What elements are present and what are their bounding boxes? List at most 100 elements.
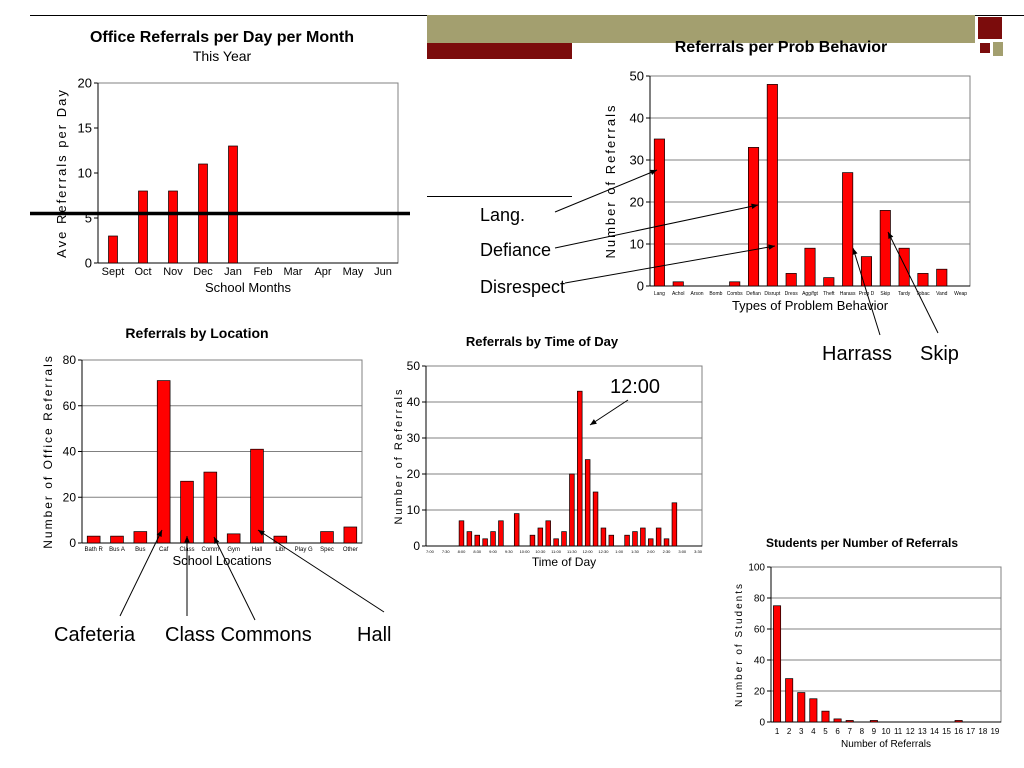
c2-bar (842, 172, 854, 287)
c4-title: Referrals by Time of Day (466, 334, 619, 349)
c4-xtick-label: 12:30 (598, 549, 609, 554)
c1-xtick-label: Nov (163, 266, 183, 278)
c4-bar (490, 531, 496, 547)
c4-bar (553, 538, 559, 547)
c5-ytick-label: 0 (759, 718, 765, 729)
c5-bar (821, 710, 830, 723)
c5-ytick-label: 60 (754, 625, 766, 636)
c1-bar (108, 235, 118, 264)
c2-xtick-label: Combs (727, 291, 743, 297)
c4-bar (513, 513, 520, 547)
c5-bar (954, 720, 963, 723)
c2-bar (766, 84, 778, 287)
c4-bar (624, 534, 630, 547)
c4-bar (529, 534, 536, 547)
arrow-defiance-head (751, 203, 758, 210)
c5-plot-frame (770, 566, 1002, 723)
c1-bar (138, 190, 148, 264)
c3-xtick-label: Caf (159, 547, 169, 553)
c3-xtick-label: Hall (252, 547, 262, 553)
c4-plot-frame (425, 365, 703, 547)
c4-bar (537, 527, 544, 547)
c2-xtick-label: Dress (785, 291, 799, 297)
c2-xtick-label: Disrupt (764, 291, 780, 297)
c3-bar (203, 471, 218, 544)
arrow-disrespect-head (768, 244, 775, 250)
c3-bar (250, 448, 264, 544)
c4-bar (655, 527, 662, 547)
c2-bar (860, 256, 872, 287)
c2-xtick-label: Arson (691, 291, 704, 297)
c3-xtick-label: Other (343, 547, 358, 553)
arrow-skip-head (888, 232, 894, 239)
c2-ytick-label: 10 (630, 237, 644, 252)
c5-ytick-label: 100 (748, 563, 765, 574)
c1-xtick-label: Oct (134, 266, 151, 278)
arrow-harrass (852, 247, 881, 336)
c4-bar (498, 520, 504, 547)
c4-xtick-label: 8:00 (458, 549, 467, 554)
c3-xtick-label: Play G (295, 547, 313, 553)
c4-bar (640, 527, 646, 547)
c5-xtick-label: 1 (775, 727, 780, 736)
olive-band (427, 15, 975, 43)
c5-xtick-label: 11 (894, 727, 903, 736)
c5-xtick-label: 3 (799, 727, 804, 736)
arrow-disrespect (564, 245, 776, 284)
c4-bar (584, 459, 591, 547)
c3-xtick-label: Spec (320, 547, 334, 553)
arrow-defiance (554, 204, 759, 249)
c1-xtick-label: Mar (284, 266, 303, 278)
c4-bar (561, 531, 567, 547)
c5-bar (797, 692, 806, 723)
c2-ytick-label: 20 (630, 195, 644, 210)
c2-ylabel: Number of Referrals (603, 103, 618, 258)
c2-ytick-label: 30 (630, 153, 644, 168)
arrow-cafeteria-head (156, 530, 162, 537)
c2-xtick-label: Agg/fgt (802, 291, 818, 297)
annotation-noon: 12:00 (610, 376, 661, 398)
c4-ytick-label: 20 (407, 467, 421, 481)
c3-bar (343, 526, 358, 544)
c2-xtick-label: Theft (823, 291, 835, 297)
arrow-cafeteria (119, 529, 163, 617)
c2-xtick-label: Defian (746, 291, 761, 297)
c5-xtick-label: 8 (860, 727, 865, 736)
c3-bar (110, 535, 124, 544)
c2-ytick-label: 40 (630, 111, 644, 126)
c5-xtick-label: 14 (930, 727, 939, 736)
c4-xtick-label: 9:00 (489, 549, 498, 554)
c5-ytick-label: 80 (754, 594, 766, 605)
c5-xtick-label: 13 (918, 727, 927, 736)
arrow-hall-head (258, 530, 265, 536)
c5-xtick-label: 7 (847, 727, 852, 736)
annotation-cafeteria: Cafeteria (54, 624, 136, 646)
c2-bar (879, 210, 891, 287)
c4-xtick-label: 2:00 (647, 549, 656, 554)
c4-xtick-label: 11:30 (567, 549, 577, 554)
c4-xtick-label: 7:30 (442, 549, 451, 554)
c5-bar (833, 718, 842, 723)
c3-ytick-label: 40 (63, 445, 77, 459)
c4-bar (600, 527, 607, 547)
c5-xtick-label: 4 (811, 727, 816, 736)
c2-bar (785, 273, 797, 287)
c5-title: Students per Number of Referrals (766, 536, 958, 550)
c5-bar (809, 698, 818, 723)
annotation-defiance: Defiance (480, 240, 552, 260)
c5-xtick-label: 16 (954, 727, 963, 736)
c5-xtick-label: 12 (906, 727, 915, 736)
c4-ytick-label: 30 (407, 431, 421, 445)
c3-ytick-label: 0 (69, 536, 76, 550)
c1-xtick-label: Sept (102, 266, 125, 278)
c5-xtick-label: 10 (882, 727, 891, 736)
c5-bar (869, 720, 878, 723)
panel-divider-line (427, 196, 572, 197)
c5-xtick-label: 6 (835, 727, 840, 736)
arrow-noon (589, 399, 629, 426)
c3-xtick-label: Bath R (84, 547, 103, 553)
c4-xtick-label: 10:00 (520, 549, 531, 554)
c1-ylabel: Ave Referrals per Day (54, 88, 69, 258)
c4-ytick-label: 10 (407, 503, 421, 517)
c1-xtick-label: Dec (193, 266, 213, 278)
